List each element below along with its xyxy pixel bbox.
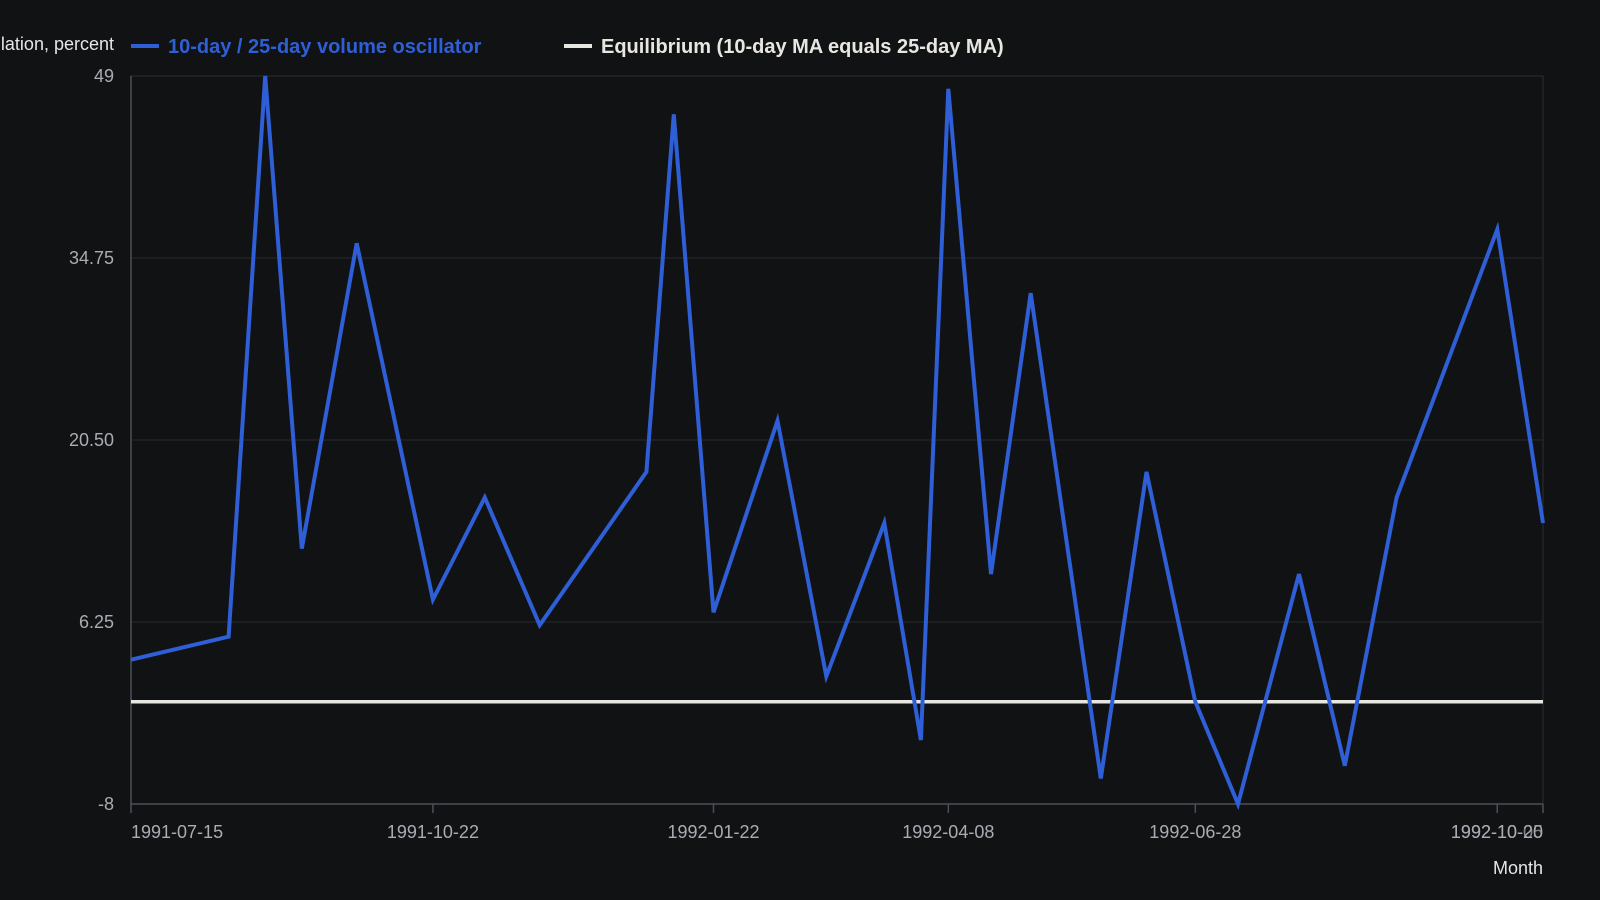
legend-label: 10-day / 25-day volume oscillator	[168, 36, 482, 58]
y-tick-label: 49	[94, 66, 114, 86]
x-tick-label: 1992-10-05	[1451, 822, 1543, 842]
x-axis-title: Month	[1493, 858, 1543, 878]
x-tick-label: 1992-10-20	[1451, 822, 1543, 842]
y-tick-label: -8	[98, 794, 114, 814]
x-tick-label: 1991-10-22	[387, 822, 479, 842]
y-axis-title: Oscillation, percent	[0, 34, 114, 54]
x-tick-label: 1991-07-15	[131, 822, 223, 842]
legend-label: Equilibrium (10-day MA equals 25-day MA)	[601, 36, 1004, 58]
x-tick-label: 1992-04-08	[902, 822, 994, 842]
series-line-oscillator	[130, 75, 1545, 811]
y-tick-label: 6.25	[79, 612, 114, 632]
y-tick-label: 34.75	[69, 248, 114, 268]
x-tick-label: 1992-01-22	[667, 822, 759, 842]
y-tick-label: 20.50	[69, 430, 114, 450]
x-tick-label: 1992-06-28	[1149, 822, 1241, 842]
